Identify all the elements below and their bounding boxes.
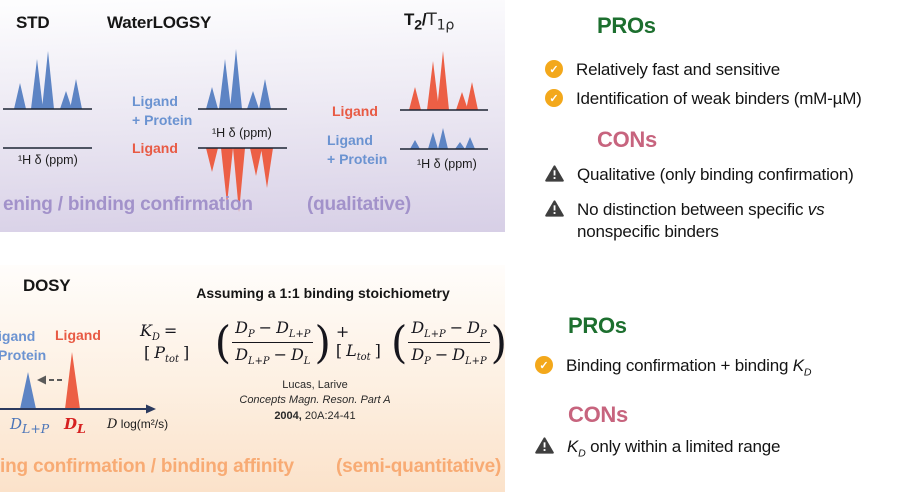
citation-year-pages: 2004, 20A:24-41 xyxy=(274,409,356,422)
kd-symbol: KD xyxy=(567,437,586,460)
legend-ligand-protein-t2: Ligand + Protein xyxy=(327,131,387,169)
fraction-1: DP − DL+P DL+P − DL xyxy=(232,318,314,368)
dosy-bound-peak xyxy=(20,372,36,409)
vs-emphasis: vs xyxy=(807,200,825,219)
con-item-text: Qualitative (only binding confirmation) xyxy=(577,165,854,184)
pro-item-text: Binding confirmation + binding KD xyxy=(566,356,812,379)
pros-heading: PROs xyxy=(568,313,627,338)
legend-ligand-t2: Ligand xyxy=(332,103,378,119)
shift-arrow-head xyxy=(37,375,46,385)
t2-t1rho-title: T2/T1ρ xyxy=(404,10,454,33)
dosy-plot xyxy=(0,352,156,414)
formula-prefix: KD =[Ptot] xyxy=(140,320,190,365)
dosy-legend-ligand-protein: igand Protein xyxy=(0,327,46,365)
citation-journal: Concepts Magn. Reson. Part A xyxy=(239,394,391,407)
d-bound-label: DL+P xyxy=(10,415,50,436)
dosy-title: DOSY xyxy=(23,276,71,295)
con-item-text: No distinction between specific vs nonsp… xyxy=(577,200,825,241)
warning-icon xyxy=(545,165,564,187)
pro-item-text: Relatively fast and sensitive xyxy=(576,60,780,79)
legend-line2: + Protein xyxy=(327,150,388,167)
con-item: No distinction between specific vs nonsp… xyxy=(545,199,890,243)
cons-heading: CONs xyxy=(597,127,657,152)
std-free-spectrum xyxy=(3,146,92,150)
legend-line1: Ligand xyxy=(327,132,373,148)
warning-icon xyxy=(545,200,564,222)
footer-qualitative: (qualitative) xyxy=(307,194,412,215)
kd-symbol: KD xyxy=(792,356,812,379)
dosy-axis-label: D log(m²/s) xyxy=(107,417,169,432)
legend-ligand-protein: Ligand + Protein xyxy=(132,92,192,130)
std-bound-spectrum xyxy=(3,47,92,111)
std-axis-label: ¹H δ (ppm) xyxy=(18,153,78,167)
con-item: KD only within a limited range xyxy=(535,436,885,461)
waterlogsy-axis-label: ¹H δ (ppm) xyxy=(212,126,272,140)
check-icon: ✓ xyxy=(535,356,553,374)
formula-mid: +[Ltot] xyxy=(335,322,381,364)
assumption-text: Assuming a 1:1 binding stoichiometry xyxy=(196,285,450,301)
dosy-axis-arrowhead xyxy=(146,404,156,414)
panel-dosy: DOSY Assuming a 1:1 binding stoichiometr… xyxy=(0,265,505,492)
footer-semi-quantitative: (semi-quantitative) xyxy=(336,456,502,477)
panel-qualitative-methods: STD WaterLOGSY T2/T1ρ ¹H δ (ppm) Ligand … xyxy=(0,0,505,232)
pros-heading: PROs xyxy=(597,13,656,38)
con-item: Qualitative (only binding confirmation) xyxy=(545,164,895,187)
dosy-legend-ligand: Ligand xyxy=(55,327,101,343)
pro-item-text: Identification of weak binders (mM-µM) xyxy=(576,89,862,108)
citation: Lucas, Larive Concepts Magn. Reson. Part… xyxy=(215,378,415,424)
cons-heading: CONs xyxy=(568,402,628,427)
legend-line2: Protein xyxy=(0,346,47,363)
fraction-1-numerator: DP − DL+P xyxy=(232,318,314,344)
t2-bound-spectrum xyxy=(400,125,488,151)
legend-ligand: Ligand xyxy=(132,140,178,156)
pro-item: ✓ Relatively fast and sensitive xyxy=(545,59,885,81)
footer-binding-affinity: ing confirmation / binding affinity xyxy=(0,456,294,477)
footer-screening: ening / binding confirmation xyxy=(3,194,253,215)
citation-authors: Lucas, Larive xyxy=(282,379,348,391)
check-icon: ✓ xyxy=(545,89,563,107)
t2-bold: T2/ xyxy=(404,10,427,34)
std-title: STD xyxy=(16,13,50,32)
pro-item: ✓ Identification of weak binders (mM-µM) xyxy=(545,88,885,110)
waterlogsy-bound-spectrum xyxy=(198,47,287,111)
fraction-2-denominator: DP − DL+P xyxy=(411,345,487,368)
t2-free-spectrum xyxy=(400,48,488,112)
t2-axis-label: ¹H δ (ppm) xyxy=(417,157,477,171)
pro-item: ✓ Binding confirmation + binding KD xyxy=(535,355,885,380)
warning-icon xyxy=(535,437,554,459)
kd-formula: KD =[Ptot] ( DP − DL+P DL+P − DL ) +[Ltot] ( … xyxy=(140,318,505,367)
t1rho-light: T1ρ xyxy=(426,10,455,34)
check-icon: ✓ xyxy=(545,60,563,78)
fraction-2-numerator: DL+P − DP xyxy=(408,318,490,344)
waterlogsy-title: WaterLOGSY xyxy=(107,13,212,32)
fraction-2: DL+P − DP DP − DL+P xyxy=(408,318,490,368)
legend-line1: Ligand xyxy=(132,93,178,109)
legend-line1: igand xyxy=(0,328,36,344)
dosy-free-peak xyxy=(65,352,80,409)
d-free-label: DL xyxy=(64,415,86,436)
fraction-1-denominator: DL+P − DL xyxy=(235,345,311,368)
waterlogsy-free-spectrum xyxy=(198,147,287,215)
con-item-text: KD only within a limited range xyxy=(567,437,781,460)
legend-line2: + Protein xyxy=(132,111,193,128)
